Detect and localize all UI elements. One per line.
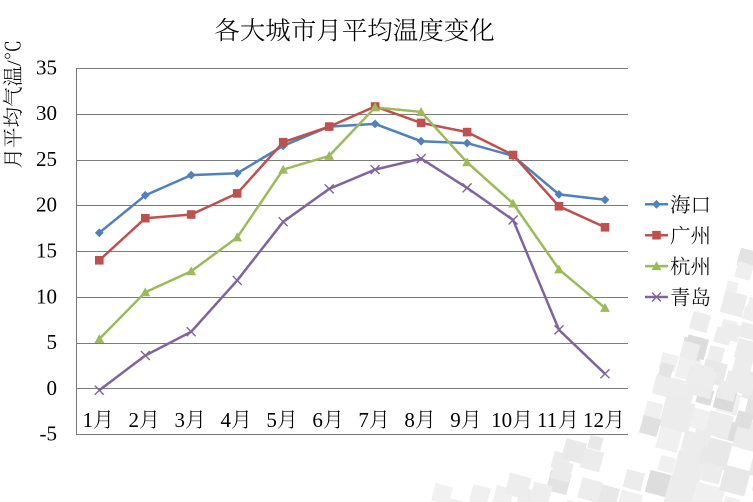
svg-text:35: 35 xyxy=(36,55,57,79)
svg-text:10: 10 xyxy=(36,284,57,308)
svg-text:7: 7 xyxy=(358,408,369,432)
svg-text:8: 8 xyxy=(404,408,415,432)
svg-text:20: 20 xyxy=(36,193,57,217)
svg-text:5: 5 xyxy=(47,330,58,354)
svg-text:3: 3 xyxy=(175,408,186,432)
svg-text:/: / xyxy=(3,60,25,66)
svg-text:0: 0 xyxy=(47,376,58,400)
svg-text:9: 9 xyxy=(450,408,461,432)
svg-text:2: 2 xyxy=(129,408,140,432)
svg-text:6: 6 xyxy=(312,408,323,432)
svg-text:5: 5 xyxy=(266,408,277,432)
svg-text:15: 15 xyxy=(36,239,57,263)
svg-text:-5: -5 xyxy=(40,422,58,446)
svg-text:11: 11 xyxy=(537,408,557,432)
svg-text:10: 10 xyxy=(491,408,512,432)
svg-text:12: 12 xyxy=(583,408,604,432)
svg-text:1: 1 xyxy=(83,408,94,432)
svg-text:25: 25 xyxy=(36,147,57,171)
svg-text:30: 30 xyxy=(36,101,57,125)
svg-text:4: 4 xyxy=(221,408,232,432)
